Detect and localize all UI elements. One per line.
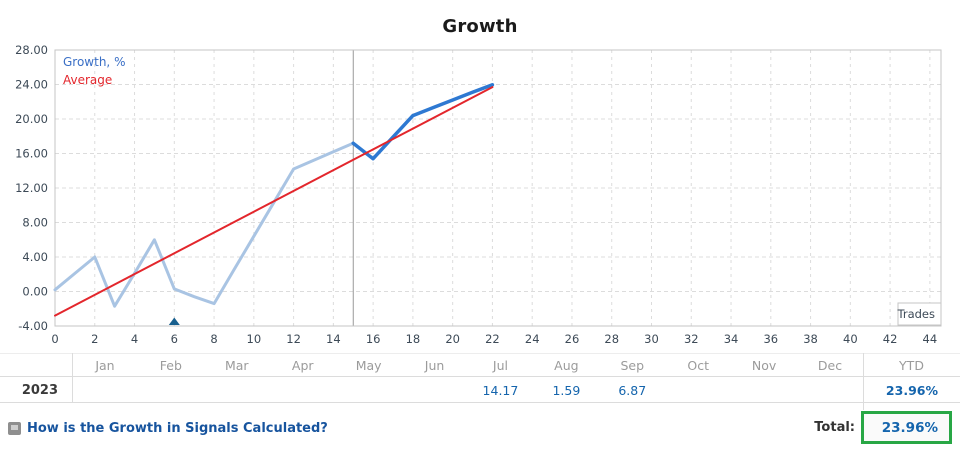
x-tick-label: 12 — [286, 332, 301, 346]
month-value-apr — [270, 378, 336, 402]
year-values-row: 2023 14.17 1.59 6.87 23.96% — [0, 378, 960, 403]
month-value-nov — [731, 378, 797, 402]
x-tick-label: 44 — [923, 332, 938, 346]
month-value-may — [336, 378, 402, 402]
x-tick-label: 10 — [247, 332, 262, 346]
month-header-may: May — [355, 357, 382, 373]
total-label: Total: — [814, 420, 855, 435]
series-line-1 — [351, 83, 495, 161]
x-tick-label: 8 — [210, 332, 217, 346]
month-header-dec: Dec — [817, 357, 843, 373]
y-tick-label: 24.00 — [15, 78, 48, 92]
growth-chart: 28.00 24.00 20.00 16.00 12.00 8.00 4.00 0.00 -4.… — [15, 43, 942, 346]
month-value-mar — [204, 378, 270, 402]
x-tick-label: 38 — [803, 332, 818, 346]
x-tick-label: 28 — [604, 332, 619, 346]
x-tick-label: 32 — [684, 332, 699, 346]
month-header-aug: Aug — [554, 357, 579, 373]
x-tick-label: 22 — [485, 332, 500, 346]
y-tick-label: -4.00 — [18, 319, 48, 333]
x-tick-label: 6 — [171, 332, 178, 346]
x-tick-label: 30 — [644, 332, 659, 346]
month-value-jan — [72, 378, 138, 402]
year-column-divider — [72, 353, 73, 403]
x-tick-label: 14 — [326, 332, 341, 346]
month-header-jan: Jan — [95, 357, 115, 373]
y-tick-label: 12.00 — [15, 181, 48, 195]
x-tick-label: 42 — [883, 332, 898, 346]
x-tick-label: 0 — [51, 332, 58, 346]
deposit-marker-icon — [168, 317, 180, 325]
month-header-nov: Nov — [751, 357, 777, 373]
legend-entry-0: Growth, % — [63, 55, 126, 69]
series-line-2 — [54, 86, 494, 317]
months-header-row: Jan Feb Mar Apr May Jun Jul Aug Sep Oct Nov Dec YTD — [0, 353, 960, 377]
ytd-value: 23.96% — [885, 382, 938, 398]
month-header-feb: Feb — [159, 357, 182, 373]
x-tick-label: 20 — [445, 332, 460, 346]
y-tick-label: 20.00 — [15, 112, 48, 126]
x-tick-label: 26 — [565, 332, 580, 346]
total-value-box: 23.96% — [861, 411, 952, 444]
x-tick-label: 18 — [406, 332, 421, 346]
x-axis-label-box — [897, 302, 942, 326]
total-value: 23.96% — [881, 419, 938, 436]
y-tick-label: 28.00 — [15, 43, 48, 57]
help-video-icon — [8, 422, 21, 435]
help-link-label: How is the Growth in Signals Calculated? — [27, 421, 328, 436]
month-value-jul: 14.17 — [482, 382, 519, 398]
ytd-column-divider — [863, 353, 864, 410]
month-header-jul: Jul — [492, 357, 508, 373]
y-tick-label: 8.00 — [22, 216, 48, 230]
x-axis-label: Trades — [897, 307, 935, 321]
x-tick-label: 36 — [763, 332, 778, 346]
x-tick-label: 2 — [91, 332, 98, 346]
x-tick-label: 16 — [366, 332, 381, 346]
x-tick-label: 24 — [525, 332, 540, 346]
month-value-oct — [665, 378, 731, 402]
month-header-oct: Oct — [687, 357, 710, 373]
chart-title: Growth — [442, 16, 518, 37]
ytd-header: YTD — [899, 357, 924, 373]
month-header-sep: Sep — [620, 357, 645, 373]
month-header-mar: Mar — [224, 357, 249, 373]
x-tick-label: 34 — [724, 332, 739, 346]
legend-entry-1: Average — [63, 73, 113, 87]
month-value-aug: 1.59 — [552, 382, 581, 398]
growth-help-link[interactable]: How is the Growth in Signals Calculated? — [8, 421, 328, 436]
y-tick-label: 16.00 — [15, 147, 48, 161]
month-value-dec — [797, 378, 863, 402]
month-header-jun: Jun — [424, 357, 445, 373]
plot-border — [54, 49, 942, 327]
x-tick-label: 40 — [843, 332, 858, 346]
month-value-feb — [138, 378, 204, 402]
month-header-apr: Apr — [291, 357, 314, 373]
series-line-0 — [53, 141, 355, 308]
x-tick-label: 4 — [131, 332, 138, 346]
month-value-jun — [402, 378, 468, 402]
chart-legend: Growth, % Average — [63, 53, 125, 89]
y-tick-label: 0.00 — [22, 285, 48, 299]
year-label: 2023 — [21, 382, 58, 398]
month-value-sep: 6.87 — [618, 382, 647, 398]
y-tick-label: 4.00 — [22, 250, 48, 264]
